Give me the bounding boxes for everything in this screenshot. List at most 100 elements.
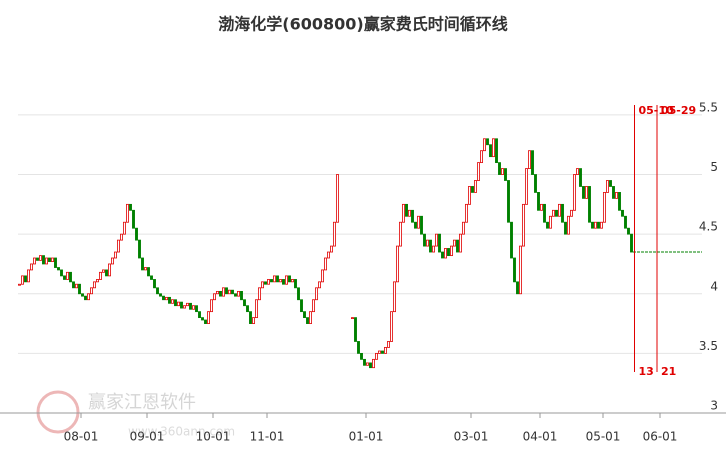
candle <box>471 186 474 193</box>
candle <box>162 295 165 301</box>
candle <box>282 279 285 285</box>
candle <box>135 227 138 241</box>
candle <box>543 203 546 223</box>
candle <box>108 263 111 277</box>
candle <box>231 289 234 295</box>
candle <box>75 283 78 289</box>
candle <box>381 350 384 354</box>
candle <box>549 215 552 229</box>
candle <box>72 281 75 289</box>
candle <box>195 305 198 313</box>
candle <box>42 255 45 265</box>
candle <box>138 239 141 259</box>
candle <box>414 221 417 229</box>
candle <box>612 186 615 199</box>
candle <box>351 317 354 320</box>
y-tick-label: 5 <box>710 160 718 174</box>
candle <box>324 257 327 271</box>
x-tick-label: 11-01 <box>250 430 285 444</box>
candle <box>591 221 594 229</box>
candle <box>219 290 222 297</box>
candle <box>555 209 558 217</box>
candle <box>561 203 564 223</box>
candle <box>384 347 387 354</box>
candle <box>576 168 579 175</box>
candle <box>603 192 606 223</box>
candle <box>255 299 258 319</box>
candle <box>582 186 585 199</box>
candle <box>387 341 390 348</box>
candle <box>525 168 528 205</box>
candle <box>459 233 462 253</box>
candle <box>501 168 504 175</box>
candle <box>159 293 162 297</box>
candle <box>558 203 561 217</box>
cycle-count: 21 <box>661 365 676 378</box>
candle <box>510 221 513 259</box>
candle <box>318 281 321 289</box>
y-tick-label: 4 <box>710 279 718 293</box>
x-tick-label: 10-01 <box>196 430 231 444</box>
candle <box>114 251 117 259</box>
candle <box>141 257 144 271</box>
candle <box>84 295 87 301</box>
candle <box>279 279 282 283</box>
candle <box>336 174 339 223</box>
candle <box>21 275 24 285</box>
candle <box>69 271 72 283</box>
candle <box>399 221 402 247</box>
candle <box>312 299 315 313</box>
candle <box>513 257 516 283</box>
candle <box>27 269 30 283</box>
candle <box>330 245 333 253</box>
candle <box>222 287 225 297</box>
candle <box>198 311 201 319</box>
candle <box>285 275 288 285</box>
candle <box>441 251 444 259</box>
candle <box>609 180 612 187</box>
candle <box>33 257 36 265</box>
y-tick-label: 3 <box>710 399 718 413</box>
candle <box>369 362 372 369</box>
candle <box>315 287 318 301</box>
candle <box>300 299 303 313</box>
candle <box>153 279 156 289</box>
candle <box>180 301 183 309</box>
candle <box>405 203 408 217</box>
candle <box>537 192 540 211</box>
candle <box>492 138 495 158</box>
candle <box>261 281 264 289</box>
candle <box>246 305 249 313</box>
candle <box>147 267 150 277</box>
candle <box>81 293 84 297</box>
candle <box>51 257 54 262</box>
candle <box>144 267 147 271</box>
candle <box>615 192 618 199</box>
candle <box>24 275 27 283</box>
candle <box>588 186 591 223</box>
candle <box>456 239 459 253</box>
candle <box>36 257 39 261</box>
chart-title: 渤海化学(600800)赢家费氏时间循环线 <box>218 15 507 34</box>
candle <box>252 317 255 324</box>
candle <box>453 239 456 247</box>
candle <box>240 290 243 301</box>
candle <box>18 283 21 286</box>
candle <box>573 174 576 211</box>
y-tick-label: 4.5 <box>699 220 718 234</box>
candle <box>78 283 81 295</box>
candle <box>111 257 114 265</box>
candle <box>309 311 312 324</box>
candle <box>306 317 309 324</box>
candle <box>435 233 438 247</box>
candle <box>48 257 51 262</box>
candle <box>426 239 429 247</box>
candle <box>486 138 489 146</box>
candle <box>363 358 366 366</box>
candle <box>93 281 96 289</box>
watermark-name: 赢家江恩软件 <box>88 391 196 413</box>
candle <box>126 203 129 223</box>
candle <box>192 305 195 310</box>
